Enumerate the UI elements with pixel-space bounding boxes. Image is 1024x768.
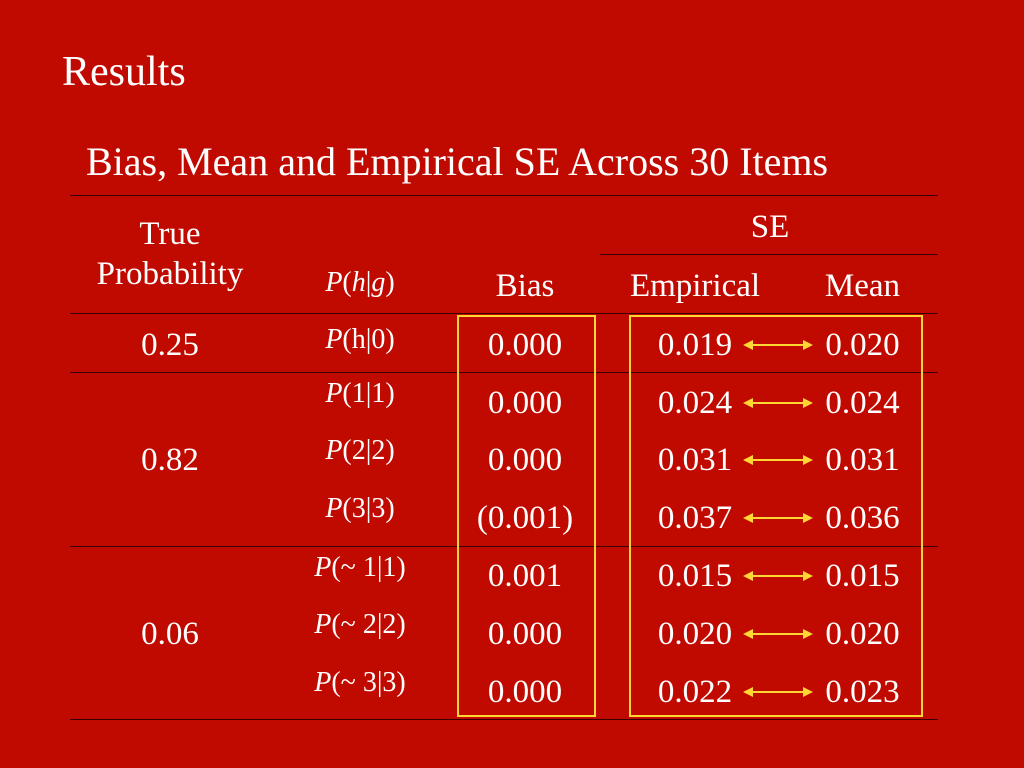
- header-p-h-given-g: P(h|g): [325, 267, 395, 298]
- double-arrow-icon: [743, 513, 813, 523]
- p-label: P(3|3): [325, 493, 395, 524]
- double-arrow-icon: [743, 340, 813, 350]
- empirical-se-cell: 0.031: [657, 442, 733, 478]
- true-probability-cell: 0.82: [141, 442, 199, 478]
- table-bottom-rule: [70, 719, 938, 720]
- true-probability-cell: 0.06: [141, 616, 199, 652]
- empirical-se-cell: 0.024: [657, 385, 733, 421]
- p-label: P(~ 2|2): [314, 609, 406, 640]
- empirical-se-cell: 0.022: [657, 674, 733, 710]
- p-label: P(h|0): [325, 324, 395, 355]
- header-bias: Bias: [495, 268, 555, 304]
- mean-se-cell: 0.015: [825, 558, 900, 594]
- bias-cell: 0.000: [487, 442, 563, 478]
- empirical-se-cell: 0.015: [657, 558, 733, 594]
- group-divider-rule: [70, 372, 938, 373]
- p-label: P(~ 1|1): [314, 552, 406, 583]
- mean-se-cell: 0.024: [825, 385, 900, 421]
- bias-cell: 0.000: [487, 327, 563, 363]
- empirical-se-cell: 0.019: [657, 327, 733, 363]
- mean-se-cell: 0.023: [825, 674, 900, 710]
- p-label: P(1|1): [325, 378, 395, 409]
- p-label: P(~ 3|3): [314, 667, 406, 698]
- se-group-rule: [600, 254, 938, 255]
- double-arrow-icon: [743, 571, 813, 581]
- table-top-rule: [70, 195, 938, 196]
- se-highlight-box: [629, 315, 923, 717]
- mean-se-cell: 0.036: [825, 500, 900, 536]
- bias-cell: 0.001: [487, 558, 563, 594]
- bias-cell: 0.000: [487, 616, 563, 652]
- bias-highlight-box: [457, 315, 596, 717]
- header-se-group: SE: [750, 209, 790, 245]
- empirical-se-cell: 0.037: [657, 500, 733, 536]
- mean-se-cell: 0.020: [825, 327, 900, 363]
- bias-cell: 0.000: [487, 385, 563, 421]
- p-label: P(2|2): [325, 435, 395, 466]
- true-probability-cell: 0.25: [141, 327, 199, 363]
- header-true-probability: True Probability: [96, 216, 244, 292]
- empirical-se-cell: 0.020: [657, 616, 733, 652]
- header-mean: Mean: [824, 268, 901, 304]
- double-arrow-icon: [743, 455, 813, 465]
- bias-cell: 0.000: [487, 674, 563, 710]
- group-divider-rule: [70, 546, 938, 547]
- header-bottom-rule: [70, 313, 938, 314]
- header-empirical: Empirical: [629, 268, 761, 304]
- double-arrow-icon: [743, 687, 813, 697]
- table-caption: Bias, Mean and Empirical SE Across 30 It…: [86, 139, 829, 184]
- slide-title: Results: [62, 49, 186, 95]
- mean-se-cell: 0.020: [825, 616, 900, 652]
- double-arrow-icon: [743, 629, 813, 639]
- double-arrow-icon: [743, 398, 813, 408]
- bias-cell: (0.001): [476, 500, 574, 536]
- mean-se-cell: 0.031: [825, 442, 900, 478]
